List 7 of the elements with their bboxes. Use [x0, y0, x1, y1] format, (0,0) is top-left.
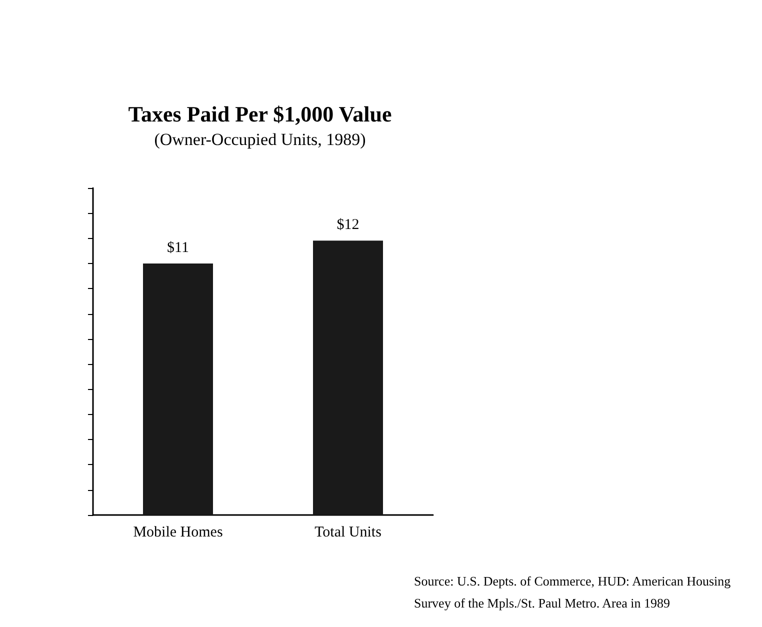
data-label: $12 [336, 217, 360, 234]
x-tick-label: Mobile Homes [133, 524, 223, 540]
x-tick-label: Total Units [314, 524, 382, 540]
chart-title: Taxes Paid Per $1,000 Value [128, 102, 392, 126]
data-label: $11 [167, 240, 189, 256]
chart-subtitle: (Owner-Occupied Units, 1989) [154, 130, 366, 149]
source-note: Source: U.S. Depts. of Commerce, HUD: American Housing Survey of the Mpls./St. Paul Metro. Area in 1989 [414, 574, 734, 610]
